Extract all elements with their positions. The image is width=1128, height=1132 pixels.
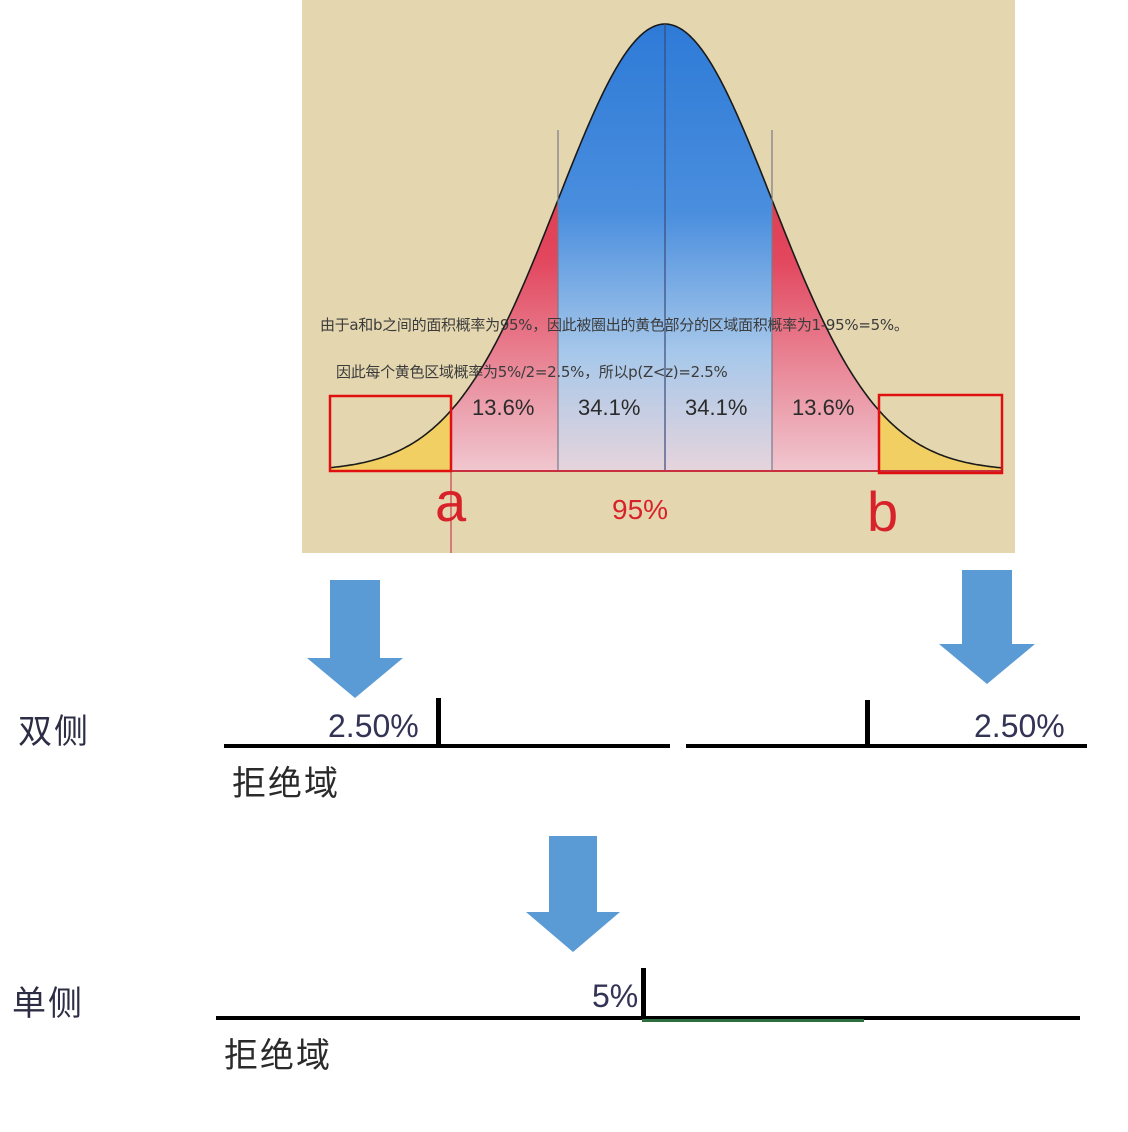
explanation-line-2: 因此每个黄色区域概率为5%/2=2.5%，所以p(Z<z)=2.5% — [336, 363, 728, 381]
down-arrow-icon — [526, 836, 620, 952]
point-a-label: a — [435, 470, 467, 533]
band-percent-label: 13.6% — [792, 395, 855, 420]
band-percent-label: 34.1% — [685, 395, 748, 420]
one-sided-label: 单侧 — [12, 984, 84, 1024]
tail-right — [879, 24, 1002, 471]
one-tail-value: 5% — [592, 978, 639, 1014]
left-tail-highlight-box — [328, 394, 453, 473]
axis-line-left — [224, 744, 670, 748]
bell-curve-graphic — [328, 23, 1004, 553]
right-critical-tick — [865, 700, 870, 746]
tail-left — [330, 24, 451, 471]
bell-curve-outline — [329, 23, 1003, 469]
down-arrow-icon — [939, 570, 1035, 684]
right-tail-value: 2.50% — [974, 708, 1065, 744]
center-area-percent: 95% — [612, 494, 669, 525]
normal-distribution-figure: 由于a和b之间的面积概率为95%，因此被圈出的黄色部分的区域面积概率为1-95%… — [302, 0, 1015, 553]
down-arrow-icon — [307, 580, 403, 698]
rejection-region-label: 拒绝域 — [232, 764, 340, 804]
point-b-label: b — [867, 480, 899, 543]
one-sided-critical-tick — [641, 968, 646, 1018]
rejection-region-label: 拒绝域 — [224, 1036, 332, 1076]
left-critical-tick — [436, 698, 441, 746]
two-sided-label: 双侧 — [18, 712, 90, 752]
acceptance-segment — [642, 1019, 864, 1022]
one-sided-axis-line — [216, 1016, 1080, 1020]
band-percent-label: 13.6% — [472, 395, 535, 420]
left-tail-value: 2.50% — [328, 708, 419, 744]
explanation-line-1: 由于a和b之间的面积概率为95%，因此被圈出的黄色部分的区域面积概率为1-95%… — [320, 316, 909, 334]
right-tail-highlight-box — [877, 393, 1004, 475]
axis-line-right — [686, 744, 1087, 748]
band-percent-label: 34.1% — [578, 395, 641, 420]
